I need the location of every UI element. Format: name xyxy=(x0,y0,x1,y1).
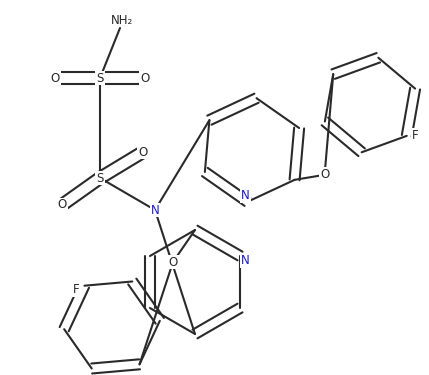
Text: N: N xyxy=(151,204,160,216)
Text: S: S xyxy=(97,72,104,84)
Text: F: F xyxy=(411,129,418,142)
Text: O: O xyxy=(139,146,148,159)
Text: O: O xyxy=(140,72,150,84)
Text: F: F xyxy=(73,283,80,296)
Text: O: O xyxy=(57,198,66,211)
Text: NH₂: NH₂ xyxy=(111,13,133,27)
Text: O: O xyxy=(320,168,329,182)
Text: S: S xyxy=(97,171,104,184)
Text: O: O xyxy=(50,72,60,84)
Text: N: N xyxy=(241,189,250,202)
Text: O: O xyxy=(168,255,178,268)
Text: N: N xyxy=(241,255,249,267)
